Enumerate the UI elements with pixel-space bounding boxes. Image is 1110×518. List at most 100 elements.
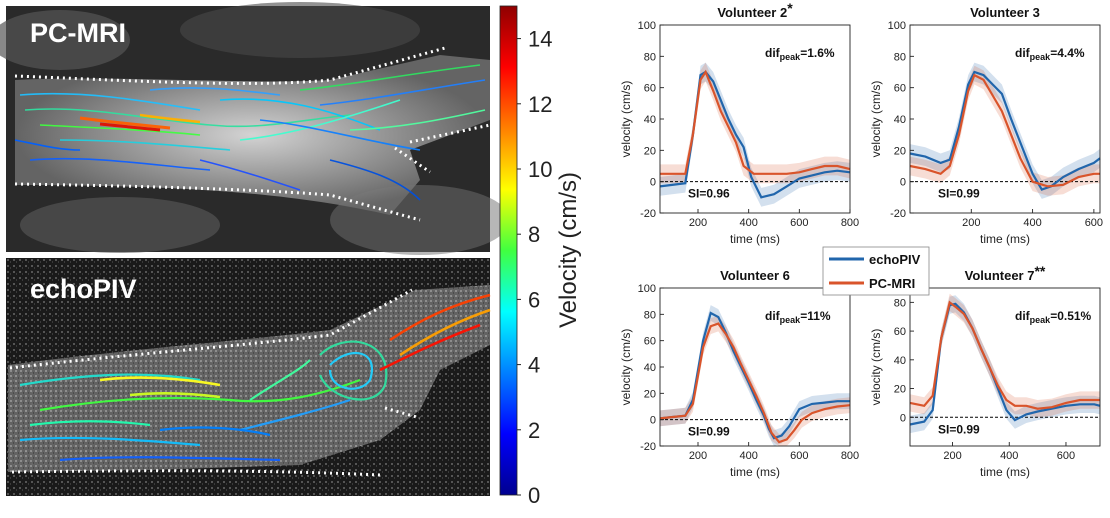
x-tick-label: 600 [1085, 217, 1103, 229]
y-axis-label: velocity (cm/s) [869, 329, 883, 406]
y-tick-label: 80 [894, 297, 906, 309]
x-axis-label: time (ms) [730, 465, 780, 479]
x-tick-label: 800 [841, 217, 859, 229]
colorbar-tick-label: 2 [528, 418, 540, 443]
y-tick-label: 100 [638, 283, 656, 295]
dif-text: dif [1015, 309, 1031, 323]
y-tick-label: 20 [894, 384, 906, 396]
colorbar-tick-label: 10 [528, 157, 552, 182]
colorbar-tick-label: 14 [528, 27, 552, 52]
x-tick-label: 200 [943, 450, 961, 462]
dif-value: =0.51% [1050, 309, 1091, 323]
y-tick-label: 60 [644, 83, 656, 95]
y-tick-label: 80 [894, 51, 906, 63]
dif-peak-annotation: difpeak=0.51% [1015, 309, 1092, 325]
y-tick-label: 40 [894, 114, 906, 126]
pcmri-streamlines [14, 64, 486, 201]
dif-subscript: peak [780, 315, 802, 325]
dif-text: dif [765, 309, 781, 323]
series-line-echopiv [909, 70, 1101, 191]
colorbar-tick-label: 6 [528, 287, 540, 312]
x-tick-label: 800 [841, 450, 859, 462]
y-tick-label: 0 [650, 177, 656, 189]
y-tick-label: 0 [900, 412, 906, 424]
dif-peak-annotation: difpeak=4.4% [1015, 46, 1085, 62]
y-tick-label: 0 [650, 415, 656, 427]
echopiv-panel: echoPIV [6, 258, 491, 496]
dif-subscript: peak [1030, 52, 1052, 62]
y-tick-label: 60 [894, 326, 906, 338]
si-annotation: SI=0.99 [938, 187, 980, 201]
y-tick-label: 40 [894, 355, 906, 367]
x-tick-label: 600 [1057, 450, 1075, 462]
y-axis-label: velocity (cm/s) [619, 329, 633, 406]
x-tick-label: 600 [790, 217, 808, 229]
series-line-echopiv [659, 70, 851, 199]
series-band-pc-mri [660, 315, 850, 446]
series-band-echopiv [660, 305, 850, 446]
dif-text: dif [1015, 46, 1031, 60]
y-tick-label: 60 [644, 336, 656, 348]
chart-title: Volunteer 6 [720, 268, 790, 283]
dif-subscript: peak [780, 52, 802, 62]
x-tick-label: 200 [689, 217, 707, 229]
pcmri-label: PC-MRI [30, 18, 126, 48]
legend-box [822, 246, 930, 296]
y-tick-label: 40 [644, 114, 656, 126]
y-axis-label: velocity (cm/s) [619, 81, 633, 158]
x-axis-label: time (ms) [980, 232, 1030, 246]
chart-volunteer-4: 200 400 600 0 20 40 60 80 time (ms) velocity (cm/… [869, 263, 1101, 479]
x-tick-label: 400 [739, 217, 757, 229]
legend-label-echopiv: echoPIV [869, 252, 921, 267]
x-axis-label: time (ms) [980, 465, 1030, 479]
legend: echoPIV PC-MRI [822, 246, 930, 296]
chart-title: Volunteer 2* [717, 0, 793, 20]
chart-title: Volunteer 3 [970, 5, 1040, 20]
colorbar-tick-label: 4 [528, 353, 540, 378]
dif-value: =11% [800, 309, 831, 323]
chart-volunteer-1: 200 400 600 800 -20 0 20 40 60 80 100 time (ms) velo… [619, 0, 859, 246]
y-tick-label: 20 [894, 145, 906, 157]
y-tick-label: 40 [644, 362, 656, 374]
series-line-pc-mri [659, 322, 851, 444]
pcmri-panel: PC-MRI [0, 2, 510, 255]
series-band-pc-mri [910, 65, 1100, 196]
x-axis-label: time (ms) [730, 232, 780, 246]
y-tick-label: 60 [894, 83, 906, 95]
si-annotation: SI=0.96 [688, 187, 730, 201]
y-tick-label: -20 [890, 208, 906, 220]
colorbar-label: Velocity (cm/s) [555, 172, 582, 328]
plot-frame [909, 287, 1101, 447]
chart-title-text: Volunteer 7 [965, 268, 1035, 283]
chart-title: Volunteer 7** [965, 263, 1046, 283]
colorbar-tick-label: 12 [528, 92, 552, 117]
y-tick-label: -20 [640, 441, 656, 453]
x-tick-label: 200 [962, 217, 980, 229]
echopiv-label: echoPIV [30, 274, 137, 304]
y-tick-label: 20 [644, 145, 656, 157]
y-tick-label: 80 [644, 51, 656, 63]
x-tick-label: 400 [739, 450, 757, 462]
series-line-pc-mri [909, 73, 1100, 188]
y-tick-label: 80 [644, 309, 656, 321]
dif-peak-annotation: difpeak=11% [765, 309, 831, 325]
dif-text: dif [765, 46, 781, 60]
colorbar-tick-label: 8 [528, 222, 540, 247]
series-line-pc-mri [909, 300, 1100, 410]
si-annotation: SI=0.99 [938, 422, 980, 436]
y-axis-label: velocity (cm/s) [869, 81, 883, 158]
legend-label-pcmri: PC-MRI [869, 276, 915, 291]
chart-volunteer-3: 200 400 600 800 -20 0 20 40 60 80 100 time (ms) velo… [619, 268, 859, 479]
y-tick-label: -20 [640, 208, 656, 220]
x-tick-label: 200 [689, 450, 707, 462]
chart-title-text: Volunteer 2 [717, 5, 787, 20]
si-annotation: SI=0.99 [688, 425, 730, 439]
chart-volunteer-2: 200 400 600 -20 0 20 40 60 80 100 time (ms) velocit… [869, 5, 1103, 246]
y-tick-label: 20 [644, 388, 656, 400]
chart-title-text: Volunteer 3 [970, 5, 1040, 20]
dif-value: =4.4% [1050, 46, 1085, 60]
chart-title-text: Volunteer 6 [720, 268, 790, 283]
colorbar-tick-label: 0 [528, 483, 540, 508]
x-tick-label: 400 [1000, 450, 1018, 462]
